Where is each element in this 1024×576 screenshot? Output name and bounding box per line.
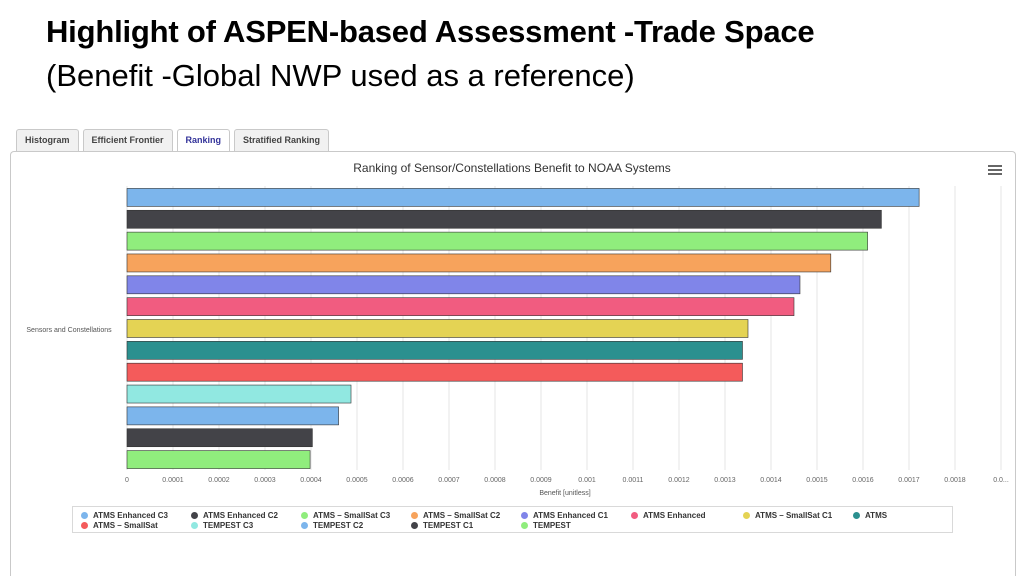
- legend-dot-icon: [81, 511, 88, 519]
- chart-title: Ranking of Sensor/Constellations Benefit…: [353, 161, 671, 175]
- x-tick-label: 0.0018: [944, 477, 966, 484]
- x-tick-label: 0.0014: [760, 477, 782, 484]
- bar-atms[interactable]: [126, 341, 743, 360]
- legend-item[interactable]: ATMS – SmallSat C2: [411, 510, 500, 520]
- chart-tabs: Histogram Efficient Frontier Ranking Str…: [16, 129, 330, 153]
- bar-atms-enhanced-c2[interactable]: [126, 209, 882, 229]
- slide-subtitle: (Benefit -Global NWP used as a reference…: [46, 58, 635, 93]
- x-tick-label: 0.0016: [852, 477, 874, 484]
- legend-label: TEMPEST: [533, 520, 571, 530]
- legend-item[interactable]: ATMS: [853, 510, 887, 520]
- x-tick-labels: 0 0.0001 0.0002 0.0003 0.0004 0.0005 0.0006 0.0…: [125, 477, 1009, 484]
- legend-label: ATMS Enhanced C2: [203, 510, 278, 520]
- legend-item[interactable]: TEMPEST C2: [301, 520, 363, 530]
- legend-label: ATMS Enhanced C1: [533, 510, 608, 520]
- legend-label: ATMS Enhanced C3: [93, 510, 168, 520]
- tab-efficient-frontier[interactable]: Efficient Frontier: [82, 129, 173, 152]
- bar-atms-smallsat[interactable]: [126, 362, 743, 382]
- legend-dot-icon: [521, 521, 528, 529]
- bar-atms-enhanced-c3[interactable]: [126, 188, 920, 207]
- tab-ranking[interactable]: Ranking: [176, 129, 231, 153]
- bar-atms-smallsat-c3[interactable]: [126, 231, 868, 251]
- legend-dot-icon: [191, 521, 198, 529]
- legend-dot-icon: [301, 521, 308, 529]
- bar-tempest-c1[interactable]: [126, 428, 313, 448]
- legend-item[interactable]: ATMS – SmallSat C1: [743, 510, 832, 520]
- x-tick-label: 0.0005: [346, 477, 368, 484]
- legend-dot-icon: [411, 521, 418, 529]
- x-tick-label: 0.0001: [162, 477, 184, 484]
- x-tick-label: 0.0012: [668, 477, 690, 484]
- bar-atms-smallsat-c2[interactable]: [126, 253, 832, 273]
- tab-histogram[interactable]: Histogram: [16, 129, 79, 152]
- legend-dot-icon: [301, 511, 308, 519]
- chart-legend: ATMS Enhanced C3 ATMS Enhanced C2 ATMS – S…: [72, 506, 953, 533]
- x-tick-label: 0.0015: [806, 477, 828, 484]
- legend-label: ATMS – SmallSat: [93, 520, 158, 530]
- x-tick-label: 0.0002: [208, 477, 230, 484]
- x-tick-label: 0.0011: [623, 477, 644, 484]
- legend-label: ATMS – SmallSat C3: [313, 510, 391, 520]
- legend-label: ATMS – SmallSat C1: [755, 510, 833, 520]
- legend-label: TEMPEST C2: [313, 520, 364, 530]
- legend-label: TEMPEST C3: [203, 520, 254, 530]
- bar-atms-enhanced-c1[interactable]: [126, 275, 801, 295]
- slide-title: Highlight of ASPEN-based Assessment -Tra…: [46, 14, 815, 49]
- legend-dot-icon: [631, 511, 638, 519]
- x-tick-label: 0.0009: [530, 477, 552, 484]
- legend-item[interactable]: TEMPEST C3: [191, 520, 253, 530]
- bars-group: [126, 188, 920, 469]
- legend-item[interactable]: TEMPEST C1: [411, 520, 473, 530]
- bar-tempest[interactable]: [126, 450, 311, 469]
- legend-dot-icon: [743, 511, 750, 519]
- legend-item[interactable]: ATMS Enhanced C1: [521, 510, 608, 520]
- x-tick-label: 0.0004: [300, 477, 322, 484]
- legend-item[interactable]: ATMS – SmallSat C3: [301, 510, 390, 520]
- y-axis-label: Sensors and Constellations: [26, 327, 112, 334]
- legend-item[interactable]: ATMS – SmallSat: [81, 520, 158, 530]
- x-tick-label: 0.0008: [484, 477, 506, 484]
- legend-dot-icon: [411, 511, 418, 519]
- x-tick-label: 0.0007: [438, 477, 460, 484]
- hamburger-menu-icon[interactable]: [988, 165, 1002, 177]
- x-tick-label: 0.0013: [714, 477, 736, 484]
- legend-label: TEMPEST C1: [423, 520, 474, 530]
- legend-item[interactable]: ATMS Enhanced: [631, 510, 706, 520]
- x-tick-label: 0.0017: [898, 477, 920, 484]
- bar-tempest-c2[interactable]: [126, 406, 339, 426]
- legend-dot-icon: [853, 511, 860, 519]
- x-tick-label: 0.0006: [392, 477, 414, 484]
- legend-label: ATMS: [865, 510, 888, 520]
- legend-item[interactable]: TEMPEST: [521, 520, 571, 530]
- x-tick-label: 0.0003: [254, 477, 276, 484]
- bar-atms-smallsat-c1[interactable]: [126, 319, 749, 338]
- x-tick-label: 0.001: [578, 477, 596, 484]
- legend-dot-icon: [81, 521, 88, 529]
- x-tick-label: 0: [125, 477, 129, 484]
- bar-atms-enhanced[interactable]: [126, 297, 795, 316]
- bar-tempest-c3[interactable]: [126, 384, 352, 404]
- legend-dot-icon: [521, 511, 528, 519]
- legend-label: ATMS Enhanced: [643, 510, 706, 520]
- legend-dot-icon: [191, 511, 198, 519]
- x-axis-label: Benefit [unitless]: [539, 490, 590, 497]
- tab-stratified-ranking[interactable]: Stratified Ranking: [234, 129, 330, 152]
- legend-label: ATMS – SmallSat C2: [423, 510, 501, 520]
- legend-item[interactable]: ATMS Enhanced C2: [191, 510, 278, 520]
- x-tick-label: 0.0...: [993, 477, 1009, 484]
- legend-item[interactable]: ATMS Enhanced C3: [81, 510, 168, 520]
